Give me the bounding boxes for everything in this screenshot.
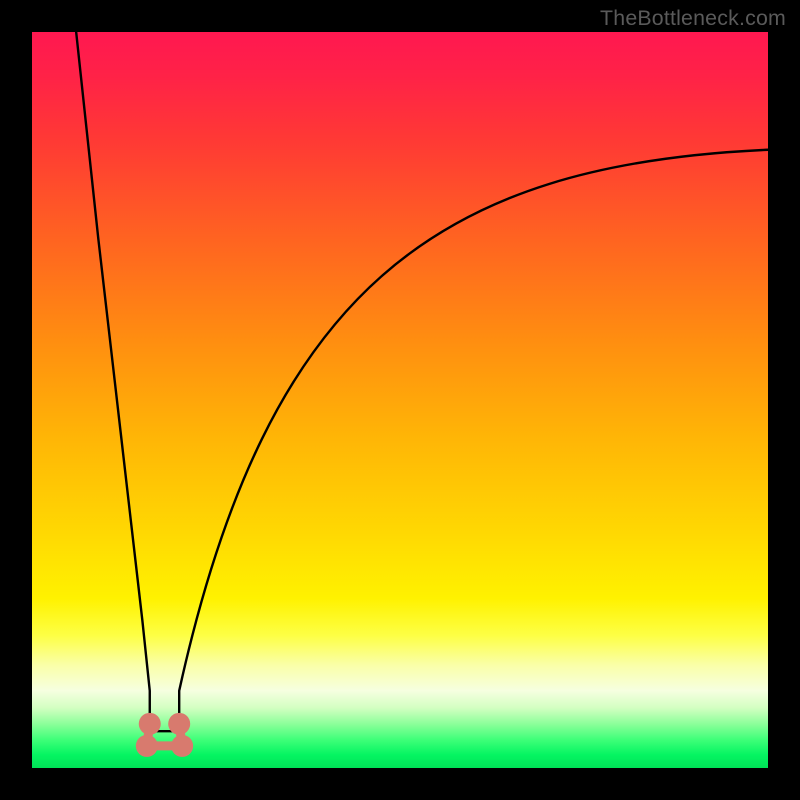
gradient-plot-area [32, 32, 768, 768]
chart-svg [0, 0, 800, 800]
chart-stage: TheBottleneck.com [0, 0, 800, 800]
watermark-text: TheBottleneck.com [600, 6, 786, 31]
